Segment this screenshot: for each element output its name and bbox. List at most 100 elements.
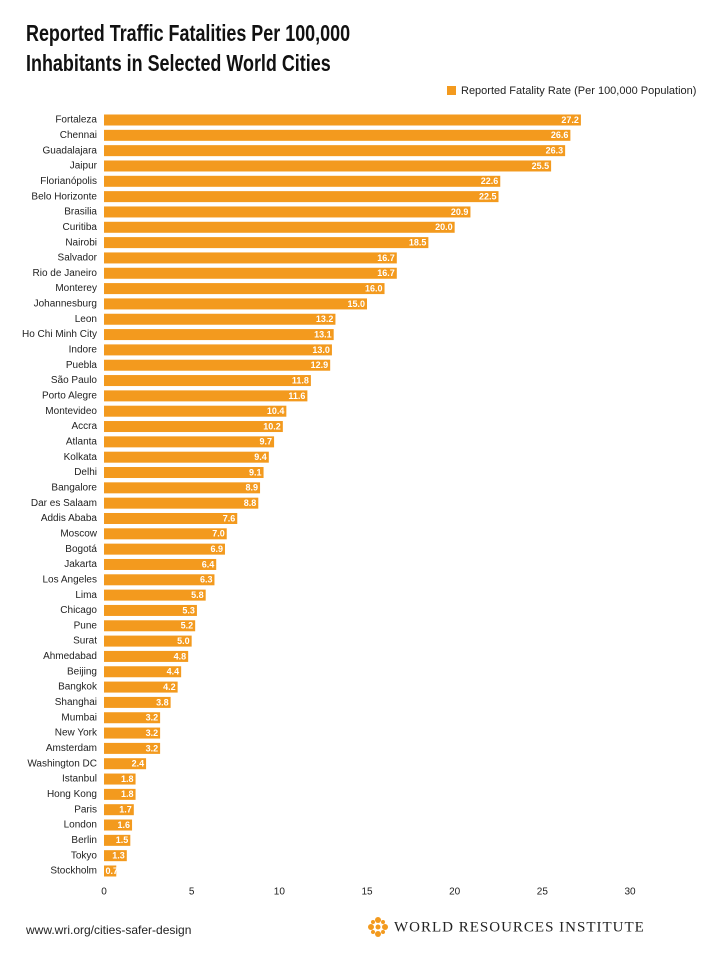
y-tick-label: Bangkok bbox=[58, 682, 98, 693]
bar bbox=[104, 712, 161, 724]
data-label: 4.8 bbox=[174, 651, 187, 661]
bar bbox=[104, 283, 385, 295]
organization: WORLD RESOURCES INSTITUTE bbox=[394, 919, 645, 935]
y-tick-label: Stockholm bbox=[50, 866, 97, 877]
bar bbox=[104, 773, 136, 785]
y-tick-label: Paris bbox=[74, 804, 97, 815]
bar bbox=[104, 512, 238, 524]
data-label: 16.7 bbox=[377, 253, 395, 263]
data-label: 1.7 bbox=[119, 805, 132, 815]
bar bbox=[104, 788, 136, 800]
data-label: 9.4 bbox=[254, 452, 267, 462]
bar bbox=[104, 451, 269, 463]
data-label: 6.3 bbox=[200, 575, 213, 585]
y-tick-label: Rio de Janeiro bbox=[33, 268, 98, 279]
bar bbox=[104, 589, 206, 601]
data-label: 6.9 bbox=[210, 544, 223, 554]
bar bbox=[104, 482, 261, 494]
bar bbox=[104, 620, 196, 632]
y-tick-label: Jakarta bbox=[64, 559, 97, 570]
bar bbox=[104, 221, 455, 233]
y-tick-label: Brasilia bbox=[64, 207, 97, 218]
data-label: 4.2 bbox=[163, 682, 176, 692]
y-tick-label: Mumbai bbox=[61, 712, 97, 723]
data-label: 10.4 bbox=[267, 406, 285, 416]
y-tick-label: Ahmedabad bbox=[43, 651, 97, 662]
data-label: 1.8 bbox=[121, 789, 134, 799]
y-tick-label: Chennai bbox=[60, 130, 97, 141]
legend-swatch bbox=[447, 86, 456, 95]
data-label: 16.0 bbox=[365, 283, 383, 293]
data-label: 5.0 bbox=[177, 636, 190, 646]
y-tick-label: Fortaleza bbox=[55, 115, 97, 126]
data-label: 2.4 bbox=[132, 759, 145, 769]
wri-logo bbox=[368, 917, 388, 937]
y-tick-label: Addis Ababa bbox=[41, 513, 98, 524]
y-tick-label: Kolkata bbox=[64, 452, 98, 463]
y-tick-label: Moscow bbox=[60, 528, 97, 539]
data-label: 13.0 bbox=[312, 345, 330, 355]
data-label: 13.1 bbox=[314, 329, 332, 339]
data-label: 9.1 bbox=[249, 467, 262, 477]
legend-label: Reported Fatality Rate (Per 100,000 Popu… bbox=[461, 85, 696, 97]
data-label: 7.0 bbox=[212, 529, 225, 539]
y-tick-label: Atlanta bbox=[66, 436, 98, 447]
bar bbox=[104, 497, 259, 509]
x-tick-label: 15 bbox=[361, 887, 373, 898]
y-tick-label: Hong Kong bbox=[47, 789, 97, 800]
y-tick-label: Puebla bbox=[66, 360, 98, 371]
bar bbox=[104, 375, 311, 387]
data-label: 15.0 bbox=[347, 299, 365, 309]
data-label: 11.6 bbox=[288, 391, 305, 401]
x-tick-label: 25 bbox=[537, 887, 549, 898]
y-tick-label: Belo Horizonte bbox=[31, 191, 97, 202]
chart-title: Reported Traffic Fatalities Per 100,000 … bbox=[26, 20, 351, 76]
bar bbox=[104, 298, 367, 310]
y-tick-label: Ho Chi Minh City bbox=[22, 329, 97, 340]
y-tick-label: Beijing bbox=[67, 666, 97, 677]
bar bbox=[104, 160, 552, 172]
data-label: 20.0 bbox=[435, 222, 453, 232]
bar bbox=[104, 252, 397, 264]
data-label: 1.5 bbox=[116, 835, 129, 845]
y-tick-label: Curitiba bbox=[63, 222, 98, 233]
data-label: 20.9 bbox=[451, 207, 469, 217]
data-label: 25.5 bbox=[532, 161, 550, 171]
y-tick-label: Pune bbox=[74, 620, 98, 631]
y-tick-label: London bbox=[64, 820, 97, 831]
bar bbox=[104, 850, 127, 862]
data-label: 7.6 bbox=[223, 513, 236, 523]
bar bbox=[104, 635, 192, 647]
y-tick-label: Amsterdam bbox=[46, 743, 97, 754]
bar bbox=[104, 344, 332, 356]
y-tick-label: Surat bbox=[73, 636, 97, 647]
bar bbox=[104, 191, 499, 203]
y-tick-label: Lima bbox=[75, 590, 97, 601]
data-label: 5.3 bbox=[182, 605, 195, 615]
y-tick-label: Salvador bbox=[58, 253, 98, 264]
y-tick-label: Bogotá bbox=[65, 544, 97, 555]
bar bbox=[104, 650, 189, 662]
bar bbox=[104, 114, 581, 126]
bar bbox=[104, 237, 429, 249]
y-tick-label: Shanghai bbox=[55, 697, 97, 708]
bar bbox=[104, 175, 501, 187]
data-label: 22.5 bbox=[479, 192, 497, 202]
data-label: 8.8 bbox=[244, 498, 257, 508]
bar bbox=[104, 145, 566, 157]
bar bbox=[104, 758, 147, 770]
bar bbox=[104, 421, 283, 433]
data-label: 26.3 bbox=[546, 146, 564, 156]
bar bbox=[104, 313, 336, 325]
data-label: 13.2 bbox=[316, 314, 334, 324]
y-tick-label: Istanbul bbox=[62, 774, 97, 785]
y-tick-label: Indore bbox=[69, 345, 98, 356]
bar bbox=[104, 681, 178, 693]
data-label: 1.8 bbox=[121, 774, 134, 784]
bar bbox=[104, 834, 131, 846]
data-label: 22.6 bbox=[481, 176, 499, 186]
bar bbox=[104, 467, 264, 479]
data-label: 12.9 bbox=[311, 360, 329, 370]
